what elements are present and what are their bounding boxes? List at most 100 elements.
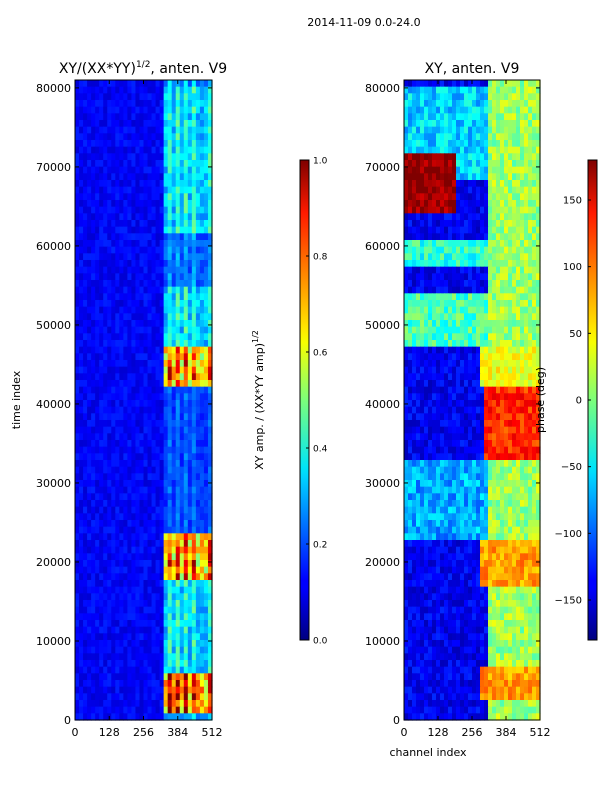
heatmap-cell	[91, 400, 96, 407]
heatmap-cell	[180, 580, 185, 587]
heatmap-cell	[91, 573, 96, 580]
heatmap-cell	[448, 127, 453, 134]
heatmap-cell	[184, 633, 189, 640]
heatmap-cell	[176, 587, 181, 594]
heatmap-cell	[424, 367, 429, 374]
heatmap-cell	[135, 160, 140, 167]
heatmap-cell	[156, 673, 161, 680]
heatmap-cell	[83, 373, 88, 380]
heatmap-cell	[144, 273, 149, 280]
heatmap-cell	[408, 387, 413, 394]
heatmap-cell	[107, 247, 112, 254]
heatmap-cell	[119, 373, 124, 380]
heatmap-cell	[95, 593, 100, 600]
heatmap-cell	[476, 240, 481, 247]
heatmap-cell	[532, 200, 537, 207]
heatmap-cell	[484, 373, 489, 380]
heatmap-cell	[412, 213, 417, 220]
heatmap-cell	[428, 400, 433, 407]
heatmap-cell	[196, 200, 201, 207]
heatmap-cell	[196, 393, 201, 400]
heatmap-cell	[111, 87, 116, 94]
heatmap-cell	[119, 180, 124, 187]
heatmap-cell	[204, 220, 209, 227]
heatmap-cell	[127, 340, 132, 347]
heatmap-cell	[152, 160, 157, 167]
heatmap-cell	[436, 120, 441, 127]
heatmap-cell	[115, 180, 120, 187]
heatmap-cell	[188, 180, 193, 187]
heatmap-cell	[476, 213, 481, 220]
heatmap-cell	[452, 100, 457, 107]
heatmap-cell	[204, 213, 209, 220]
heatmap-cell	[115, 693, 120, 700]
heatmap-cell	[520, 147, 525, 154]
heatmap-cell	[95, 273, 100, 280]
heatmap-cell	[484, 107, 489, 114]
heatmap-cell	[492, 387, 497, 394]
heatmap-cell	[488, 133, 493, 140]
heatmap-cell	[500, 200, 505, 207]
heatmap-cell	[504, 380, 509, 387]
heatmap-cell	[204, 680, 209, 687]
heatmap-cell	[111, 200, 116, 207]
heatmap-cell	[95, 707, 100, 714]
heatmap-cell	[412, 107, 417, 114]
heatmap-cell	[119, 667, 124, 674]
heatmap-cell	[164, 533, 169, 540]
heatmap-cell	[176, 247, 181, 254]
heatmap-cell	[528, 313, 533, 320]
heatmap-cell	[99, 353, 104, 360]
heatmap-cell	[148, 507, 153, 514]
heatmap-cell	[152, 360, 157, 367]
heatmap-cell	[480, 400, 485, 407]
heatmap-cell	[476, 100, 481, 107]
heatmap-cell	[176, 547, 181, 554]
heatmap-cell	[123, 253, 128, 260]
heatmap-cell	[103, 540, 108, 547]
heatmap-cell	[127, 227, 132, 234]
heatmap-cell	[528, 160, 533, 167]
heatmap-cell	[131, 193, 136, 200]
heatmap-cell	[160, 600, 165, 607]
heatmap-cell	[148, 607, 153, 614]
heatmap-cell	[87, 673, 92, 680]
heatmap-cell	[432, 260, 437, 267]
heatmap-cell	[524, 293, 529, 300]
heatmap-cell	[111, 653, 116, 660]
left-cbar-label-sup: 1/2	[251, 330, 260, 343]
heatmap-cell	[508, 280, 513, 287]
heatmap-cell	[492, 393, 497, 400]
heatmap-cell	[200, 387, 205, 394]
heatmap-cell	[131, 480, 136, 487]
heatmap-cell	[516, 160, 521, 167]
heatmap-cell	[119, 407, 124, 414]
heatmap-cell	[492, 333, 497, 340]
heatmap-cell	[144, 220, 149, 227]
heatmap-cell	[156, 400, 161, 407]
heatmap-cell	[180, 607, 185, 614]
heatmap-cell	[87, 687, 92, 694]
heatmap-cell	[139, 93, 144, 100]
heatmap-cell	[484, 220, 489, 227]
heatmap-cell	[107, 193, 112, 200]
heatmap-cell	[176, 667, 181, 674]
heatmap-cell	[188, 520, 193, 527]
heatmap-cell	[180, 287, 185, 294]
heatmap-cell	[95, 493, 100, 500]
heatmap-cell	[135, 507, 140, 514]
heatmap-cell	[496, 140, 501, 147]
heatmap-cell	[164, 560, 169, 567]
heatmap-cell	[204, 547, 209, 554]
heatmap-cell	[144, 260, 149, 267]
heatmap-cell	[135, 220, 140, 227]
heatmap-cell	[87, 160, 92, 167]
heatmap-cell	[196, 527, 201, 534]
heatmap-cell	[91, 233, 96, 240]
heatmap-cell	[99, 120, 104, 127]
heatmap-cell	[156, 160, 161, 167]
heatmap-cell	[188, 240, 193, 247]
heatmap-cell	[412, 120, 417, 127]
heatmap-cell	[127, 173, 132, 180]
heatmap-cell	[111, 280, 116, 287]
